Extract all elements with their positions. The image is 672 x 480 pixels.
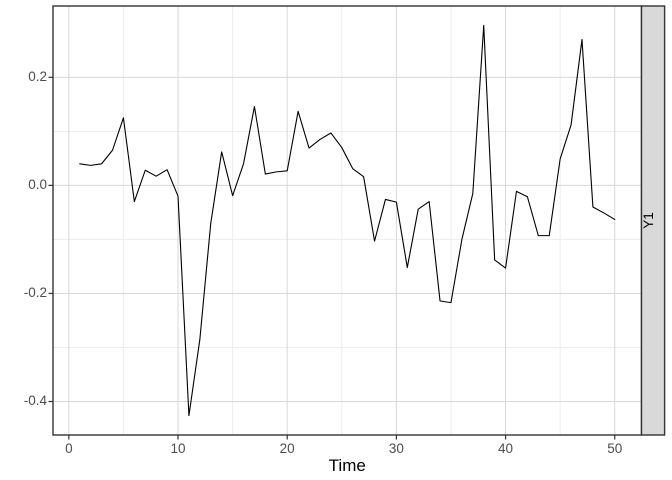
svg-text:0: 0: [65, 441, 73, 456]
svg-text:-0.4: -0.4: [24, 393, 48, 408]
svg-text:0.0: 0.0: [28, 177, 47, 192]
svg-text:0.2: 0.2: [28, 69, 47, 84]
svg-text:Y1: Y1: [641, 212, 656, 229]
svg-text:40: 40: [498, 441, 513, 456]
svg-text:20: 20: [280, 441, 295, 456]
svg-text:10: 10: [171, 441, 186, 456]
svg-text:30: 30: [389, 441, 404, 456]
svg-text:-0.2: -0.2: [24, 285, 47, 300]
svg-text:50: 50: [607, 441, 622, 456]
svg-text:Time: Time: [329, 456, 366, 475]
